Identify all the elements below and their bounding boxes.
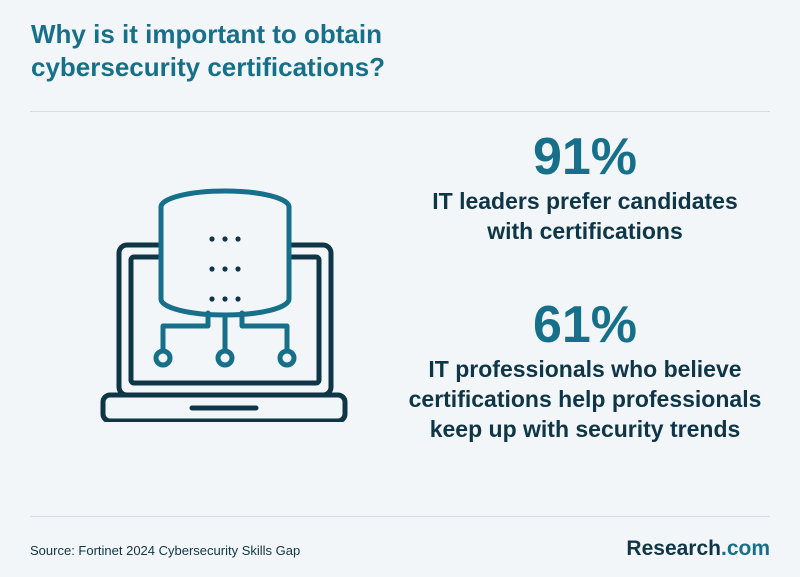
title-line-2: cybersecurity certifications? [31, 52, 386, 82]
stat-desc-line: IT professionals who believe [428, 356, 742, 382]
stat-description: IT leaders prefer candidates with certif… [380, 186, 790, 246]
source-note: Source: Fortinet 2024 Cybersecurity Skil… [30, 543, 301, 558]
stat-value: 61% [532, 296, 638, 354]
stat-desc-line: keep up with security trends [429, 416, 741, 442]
page-title: Why is it important to obtain cybersecur… [31, 18, 551, 84]
stat-description: IT professionals who believe certificati… [380, 354, 790, 444]
top-divider [30, 111, 770, 112]
bottom-divider [30, 516, 770, 517]
laptop-database-network-icon [98, 186, 350, 424]
stat-block-leaders: 91% IT leaders prefer candidates with ce… [380, 128, 790, 246]
stat-desc-line: certifications help professionals [408, 386, 762, 412]
stat-block-professionals: 61% IT professionals who believe certifi… [380, 296, 790, 444]
stat-desc-line: with certifications [487, 218, 683, 244]
stat-desc-line: IT leaders prefer candidates [432, 188, 738, 214]
brand-logo: Research.com [626, 537, 770, 561]
title-line-1: Why is it important to obtain [31, 19, 382, 49]
brand-main: Research [626, 537, 721, 560]
brand-suffix: .com [720, 537, 770, 560]
stat-value: 91% [532, 128, 638, 186]
